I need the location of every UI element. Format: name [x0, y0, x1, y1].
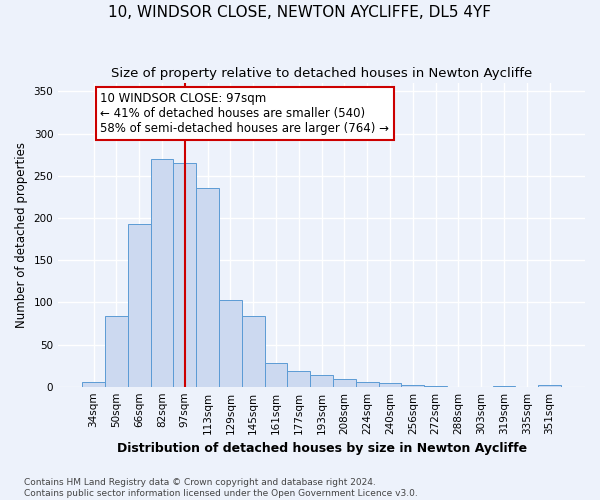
Title: Size of property relative to detached houses in Newton Aycliffe: Size of property relative to detached ho…	[111, 68, 532, 80]
Bar	[538, 385, 561, 386]
Text: 10 WINDSOR CLOSE: 97sqm
← 41% of detached houses are smaller (540)
58% of semi-d: 10 WINDSOR CLOSE: 97sqm ← 41% of detache…	[100, 92, 389, 135]
Bar	[310, 375, 333, 386]
Bar	[219, 300, 242, 386]
Bar	[401, 385, 424, 386]
Bar	[105, 316, 128, 386]
Text: 10, WINDSOR CLOSE, NEWTON AYCLIFFE, DL5 4YF: 10, WINDSOR CLOSE, NEWTON AYCLIFFE, DL5 …	[109, 5, 491, 20]
Text: Contains HM Land Registry data © Crown copyright and database right 2024.
Contai: Contains HM Land Registry data © Crown c…	[24, 478, 418, 498]
Y-axis label: Number of detached properties: Number of detached properties	[15, 142, 28, 328]
Bar	[196, 188, 219, 386]
Bar	[82, 382, 105, 386]
Bar	[333, 379, 356, 386]
Bar	[128, 224, 151, 386]
X-axis label: Distribution of detached houses by size in Newton Aycliffe: Distribution of detached houses by size …	[116, 442, 527, 455]
Bar	[173, 163, 196, 386]
Bar	[265, 363, 287, 386]
Bar	[287, 370, 310, 386]
Bar	[242, 316, 265, 386]
Bar	[379, 384, 401, 386]
Bar	[356, 382, 379, 386]
Bar	[151, 159, 173, 386]
